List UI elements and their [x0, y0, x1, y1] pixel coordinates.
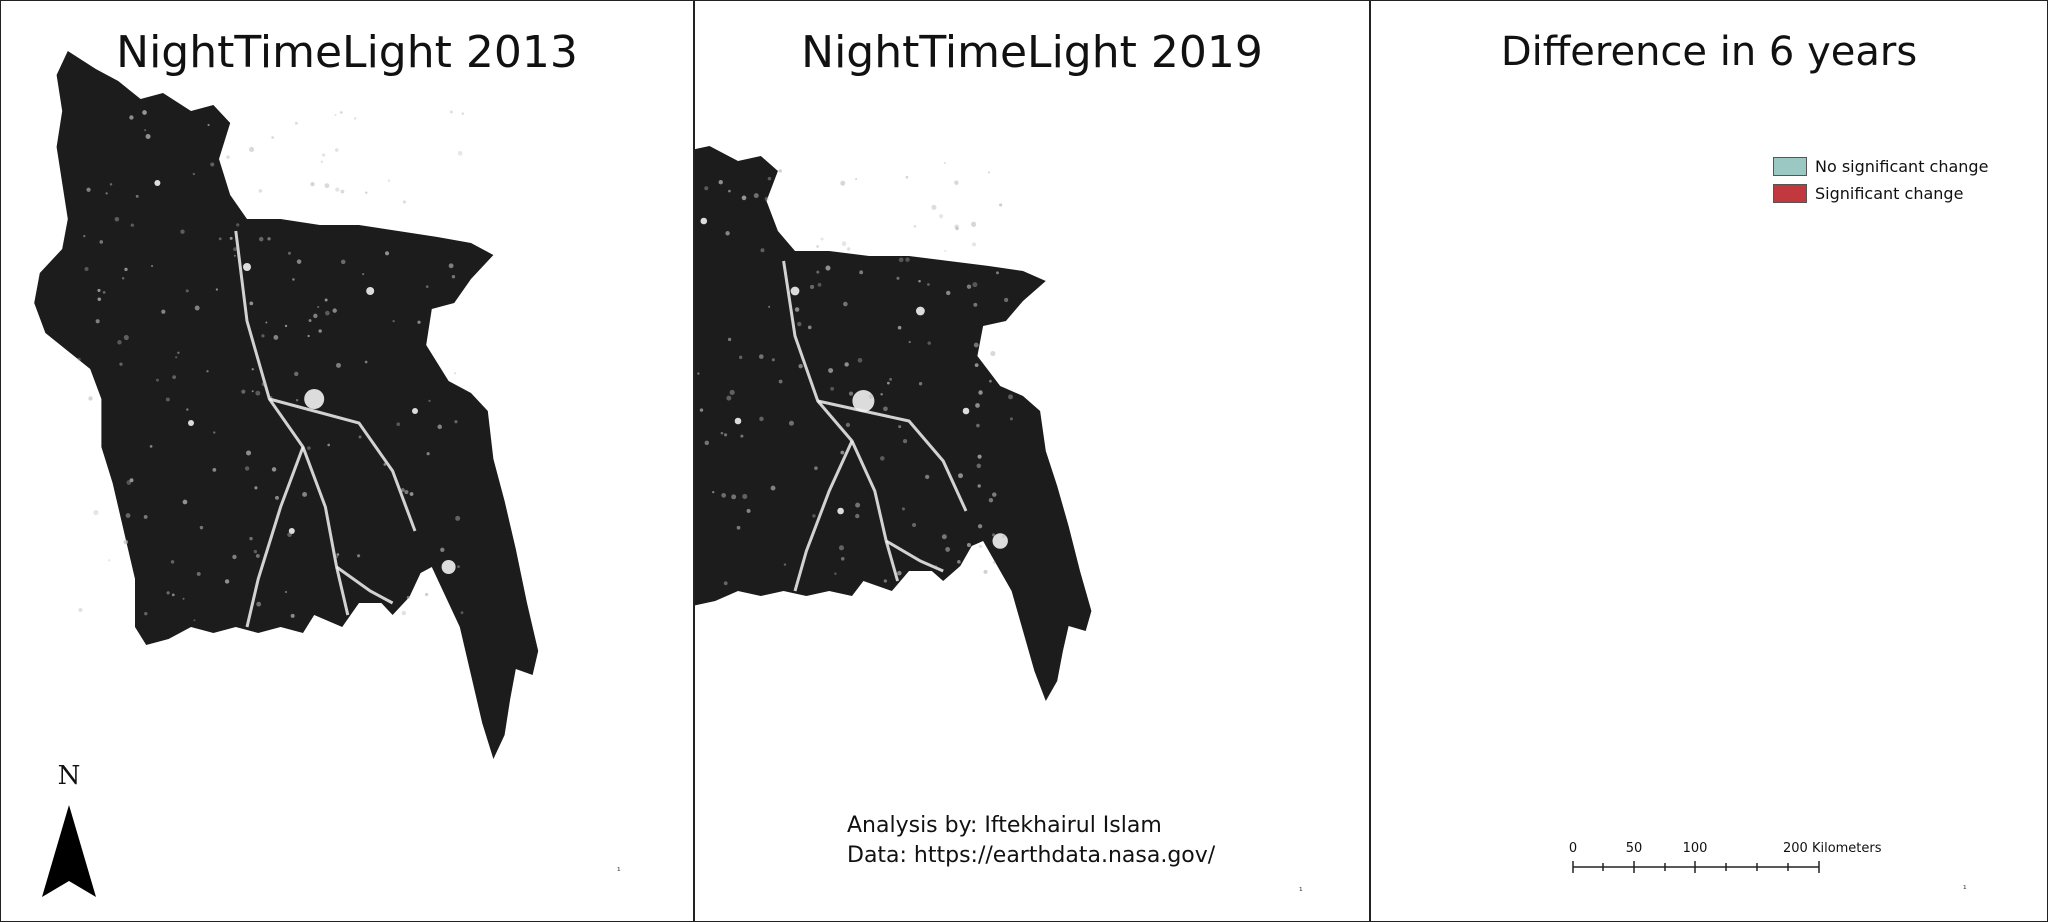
- bangladesh-nightlight-map-2019: [695, 146, 1092, 701]
- panel-title-difference: Difference in 6 years: [1500, 29, 1918, 75]
- scale-bar-ruler: [1572, 861, 1820, 873]
- credits: Analysis by: Iftekhairul Islam Data: htt…: [847, 811, 1215, 871]
- scale-label-50: 50: [1625, 841, 1643, 856]
- north-letter: N: [57, 761, 81, 791]
- scale-bar: 0 50 100 200 Kilometers: [1568, 841, 1911, 881]
- map-nightlight-2013: [34, 51, 539, 759]
- map-difference: [1371, 1, 2047, 921]
- credit-data-source: Data: https://earthdata.nasa.gov/: [847, 843, 1216, 868]
- credit-analysis: Analysis by: Iftekhairul Islam: [847, 813, 1162, 838]
- legend-swatch-change: [1773, 184, 1807, 203]
- panel-divider: [693, 1, 695, 921]
- legend-item-change: Significant change: [1773, 180, 1988, 207]
- scale-label-200: 200 Kilometers: [1783, 841, 1882, 856]
- north-arrow: N: [39, 761, 99, 901]
- legend: No significant change Significant change: [1773, 153, 1988, 207]
- tiny-mark-2: ¹: [1299, 887, 1303, 897]
- panel-title-2019: NightTimeLight 2019: [801, 27, 1263, 78]
- panel-difference: Difference in 6 years No significant cha…: [1371, 1, 2047, 921]
- legend-label-change: Significant change: [1815, 184, 1964, 203]
- tiny-mark-3: ¹: [1963, 885, 1967, 895]
- legend-label-no-change: No significant change: [1815, 157, 1989, 176]
- tiny-mark-1: ¹: [617, 867, 621, 877]
- scale-label-0: 0: [1568, 841, 1578, 856]
- scale-label-100: 100: [1682, 841, 1708, 856]
- panel-nightlight-2013: NightTimeLight 2013 N ¹: [1, 1, 693, 921]
- bangladesh-nightlight-map-2013: [34, 51, 539, 759]
- panel-divider: [1369, 1, 1371, 921]
- legend-swatch-no-change: [1773, 157, 1807, 176]
- panel-title-2013: NightTimeLight 2013: [116, 27, 578, 78]
- legend-item-no-change: No significant change: [1773, 153, 1988, 180]
- panel-nightlight-2019: NightTimeLight 2019 Analysis by: Iftekha…: [695, 1, 1369, 921]
- north-arrow-icon: [42, 805, 96, 897]
- map-nightlight-2019: [695, 146, 1092, 701]
